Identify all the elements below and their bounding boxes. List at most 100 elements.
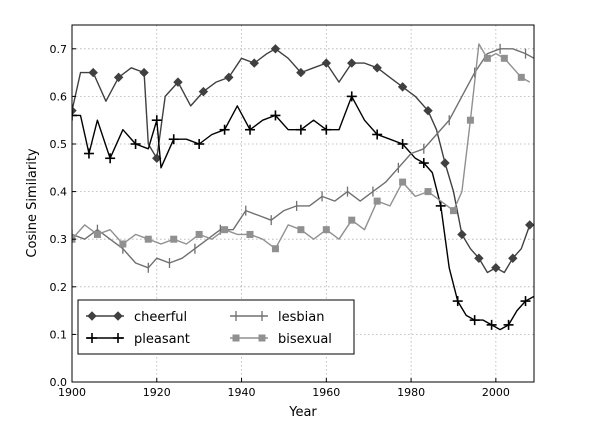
data-point-pleasant <box>219 124 230 135</box>
data-point-cheerful <box>457 229 467 240</box>
legend-box <box>77 299 355 355</box>
data-point-cheerful <box>372 63 382 73</box>
data-point-bisexual <box>170 235 178 243</box>
data-point-cheerful <box>347 58 357 68</box>
data-point-bisexual <box>93 230 101 238</box>
series-lesbian <box>72 43 534 273</box>
data-point-cheerful <box>249 58 259 68</box>
data-point-bisexual <box>297 226 305 234</box>
data-point-cheerful <box>321 58 332 68</box>
data-point-pleasant <box>295 124 306 135</box>
series-line-bisexual <box>72 43 531 250</box>
data-point-bisexual <box>500 54 508 62</box>
legend-label-cheerful: cheerful <box>134 310 187 325</box>
y-tick-label: 0.5 <box>50 138 68 151</box>
data-point-pleasant <box>270 110 281 121</box>
data-point-pleasant <box>321 124 332 135</box>
data-point-pleasant <box>245 124 256 135</box>
series-pleasant <box>72 91 534 331</box>
data-point-pleasant <box>83 148 94 159</box>
series-bisexual <box>72 43 531 253</box>
y-tick-label: 0.3 <box>50 233 68 246</box>
data-point-bisexual <box>348 216 356 224</box>
series-cheerful <box>72 44 534 274</box>
data-point-bisexual <box>483 54 491 62</box>
data-point-bisexual <box>517 73 525 81</box>
data-point-pleasant <box>72 110 77 121</box>
data-point-bisexual <box>195 230 203 238</box>
data-point-pleasant <box>435 200 446 211</box>
data-point-pleasant <box>486 319 497 330</box>
legend-marker-pleasant <box>87 333 97 343</box>
data-point-cheerful <box>491 263 501 273</box>
data-point-pleasant <box>194 139 205 149</box>
legend-marker-bisexual <box>258 334 266 342</box>
data-point-pleasant <box>346 91 357 102</box>
legend-marker-cheerful <box>113 311 123 321</box>
data-point-pleasant <box>130 139 141 149</box>
data-point-bisexual <box>449 207 457 215</box>
x-tick-label: 1960 <box>312 386 340 399</box>
data-point-cheerful <box>173 77 183 87</box>
data-point-bisexual <box>424 188 432 196</box>
data-point-bisexual <box>466 116 474 124</box>
y-axis-title: Cosine Similarity <box>25 148 40 258</box>
axis-ticks: 1900 1920 1940 1960 1980 2000 0.0 0.1 0.2 0.3 0.4 0… <box>50 43 510 399</box>
data-point-pleasant <box>520 296 531 307</box>
data-point-cheerful <box>113 72 124 83</box>
x-tick-label: 1980 <box>397 386 425 399</box>
series-line-cheerful <box>72 48 531 274</box>
legend-label-lesbian: lesbian <box>278 310 324 325</box>
y-tick-label: 0.2 <box>50 281 68 294</box>
data-point-pleasant <box>372 129 383 140</box>
data-point-cheerful <box>198 86 209 97</box>
data-point-cheerful <box>508 253 518 263</box>
legend-marker-cheerful <box>87 311 97 321</box>
x-axis-title: Year <box>288 405 317 420</box>
y-tick-label: 0.0 <box>50 376 68 389</box>
data-point-pleasant <box>397 139 408 149</box>
data-point-cheerful <box>474 253 484 263</box>
x-tick-label: 1940 <box>228 386 256 399</box>
data-point-cheerful <box>440 158 450 168</box>
data-point-cheerful <box>72 105 77 116</box>
y-tick-label: 0.1 <box>50 328 68 341</box>
y-tick-label: 0.6 <box>50 90 68 103</box>
legend-entry-cheerful: cheerful <box>86 310 187 325</box>
series-layer <box>72 43 534 331</box>
data-point-bisexual <box>246 230 254 238</box>
series-line-lesbian <box>72 48 534 269</box>
data-point-pleasant <box>469 315 480 326</box>
data-point-bisexual <box>144 235 152 243</box>
data-point-cheerful <box>88 67 98 78</box>
legend-marker-bisexual <box>232 334 240 342</box>
data-point-pleasant <box>151 115 162 126</box>
legend: cheerful pleasant lesbian bisexual <box>77 299 355 355</box>
data-point-bisexual <box>373 197 381 205</box>
data-point-bisexual <box>399 178 407 186</box>
data-point-bisexual <box>322 226 330 234</box>
legend-label-bisexual: bisexual <box>278 332 332 347</box>
data-point-pleasant <box>418 158 429 169</box>
data-point-cheerful <box>224 72 234 83</box>
legend-entry-lesbian: lesbian <box>230 310 324 325</box>
data-point-cheerful <box>423 105 433 116</box>
legend-marker-pleasant <box>113 333 123 343</box>
data-point-pleasant <box>503 319 514 330</box>
data-point-cheerful <box>525 220 534 230</box>
series-line-pleasant <box>72 95 534 331</box>
y-tick-label: 0.4 <box>50 186 68 199</box>
legend-entry-pleasant: pleasant <box>86 332 190 347</box>
data-point-cheerful <box>270 44 281 54</box>
data-point-pleasant <box>168 134 179 145</box>
legend-label-pleasant: pleasant <box>134 332 190 347</box>
data-point-bisexual <box>271 245 279 253</box>
data-point-bisexual <box>221 226 229 234</box>
x-tick-label: 1900 <box>58 386 86 399</box>
data-point-cheerful <box>397 82 408 92</box>
data-point-cheerful <box>139 67 149 78</box>
plot-frame <box>71 24 535 383</box>
x-tick-label: 1920 <box>143 386 171 399</box>
data-point-bisexual <box>119 240 127 248</box>
data-point-pleasant <box>452 296 463 307</box>
